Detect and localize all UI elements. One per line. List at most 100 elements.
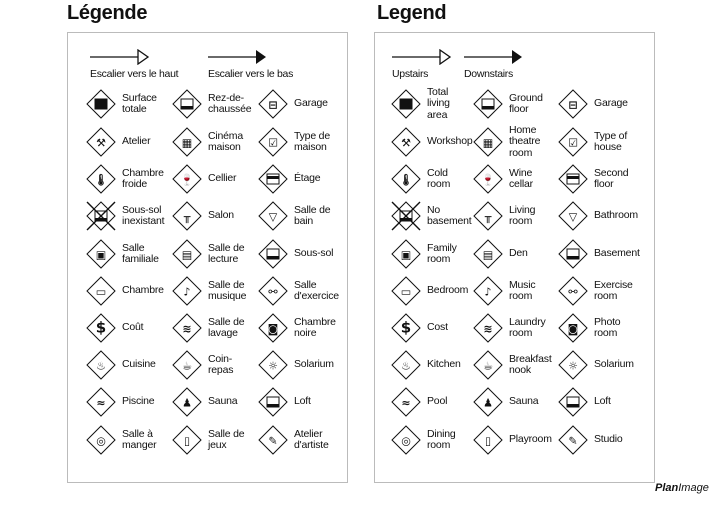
svg-text:$: $ xyxy=(401,319,411,337)
svg-text:▭: ▭ xyxy=(401,286,411,299)
thermometer-icon: 🌡 xyxy=(86,164,116,194)
svg-text:🍷: 🍷 xyxy=(481,174,495,187)
svg-text:▭: ▭ xyxy=(96,286,106,299)
legend-item-label: Cinéma maison xyxy=(208,129,243,153)
wine-icon: 🍷 xyxy=(473,164,503,194)
legend-item-label: Chambre noire xyxy=(294,315,336,339)
laundry-icon: ≋ xyxy=(473,313,503,343)
game-icon: ▯ xyxy=(473,425,503,455)
svg-text:⚒: ⚒ xyxy=(401,137,411,150)
legend-item-label: Chambre froide xyxy=(122,166,164,190)
svg-text:▣: ▣ xyxy=(96,249,106,262)
svg-text:▦: ▦ xyxy=(483,137,493,150)
svg-text:▣: ▣ xyxy=(401,249,411,262)
legend-item-label: Type of house xyxy=(594,129,628,153)
projector-icon: ▦ xyxy=(172,127,202,157)
basement-icon xyxy=(558,239,588,269)
svg-text:◎: ◎ xyxy=(401,435,411,448)
legend-item-label: Sauna xyxy=(208,395,238,408)
sun-icon: ☼ xyxy=(258,350,288,380)
checkbox-icon: ☑ xyxy=(558,127,588,157)
legend-item-label: Ground floor xyxy=(509,91,543,115)
legend-item: ▤ Den xyxy=(473,237,528,271)
camera-icon: ◙ xyxy=(258,313,288,343)
hammer-icon: ⚒ xyxy=(391,127,421,157)
svg-text:⊟: ⊟ xyxy=(568,99,577,112)
legend-item: 🌡 Chambre froide xyxy=(86,162,164,196)
legend-item: 🍷 Cellier xyxy=(172,162,237,196)
legend-item-label: Cellier xyxy=(208,172,237,185)
sauna-icon: ♟ xyxy=(172,387,202,417)
legend-item: ♪ Salle de musique xyxy=(172,274,246,308)
svg-text:🌡: 🌡 xyxy=(399,174,413,187)
legend-item: ☼ Solarium xyxy=(558,348,634,382)
legend-item: ◎ Salle à manger xyxy=(86,423,157,457)
stack-icon xyxy=(86,89,116,119)
car-icon: ⊟ xyxy=(258,89,288,119)
legend-item: ≋ Salle de lavage xyxy=(172,311,245,345)
legend-item-label: Type de maison xyxy=(294,129,330,153)
legend-item-label: Salle à manger xyxy=(122,427,157,451)
svg-text:🍷: 🍷 xyxy=(180,174,194,187)
legend-item: ⚯ Salle d'exercice xyxy=(258,274,339,308)
legend-item-label: Cuisine xyxy=(122,358,156,371)
legend-item-label: No basement xyxy=(427,203,472,227)
legend-item: ▯ Salle de jeux xyxy=(172,423,245,457)
pool-icon: ≈ xyxy=(86,387,116,417)
legend-item-label: Salon xyxy=(208,209,234,222)
plate-icon: ◎ xyxy=(86,425,116,455)
legend-item-label: Kitchen xyxy=(427,358,461,371)
legend-item-label: Piscine xyxy=(122,395,155,408)
legend-item-label: Wine cellar xyxy=(509,166,533,190)
legend-item: ▯ Playroom xyxy=(473,423,552,457)
legend-item: Total living area xyxy=(391,86,450,121)
svg-text:♪: ♪ xyxy=(484,286,491,299)
legend-item: ╥ Salon xyxy=(172,199,234,233)
svg-text:▽: ▽ xyxy=(269,211,278,224)
palette-icon: ✎ xyxy=(258,425,288,455)
legend-item-label: Atelier d'artiste xyxy=(294,427,329,451)
cup-icon: ☕ xyxy=(473,350,503,380)
palette-icon: ✎ xyxy=(558,425,588,455)
legend-item: ▭ Bedroom xyxy=(391,274,468,308)
legend-title-fr: Légende xyxy=(67,2,148,24)
planimage-logo: PlanImage xyxy=(655,482,709,494)
legend-item: ≈ Pool xyxy=(391,385,447,419)
legend-item-label: Bedroom xyxy=(427,284,469,297)
toilet-icon: ▽ xyxy=(258,201,288,231)
legend-item: ▽ Salle de bain xyxy=(258,199,331,233)
checkbox-icon: ☑ xyxy=(258,127,288,157)
legend-item: ♨ Cuisine xyxy=(86,348,156,382)
svg-text:☼: ☼ xyxy=(268,360,278,373)
legend-item-label: Breakfast nook xyxy=(509,352,552,376)
music-note-icon: ♪ xyxy=(473,276,503,306)
legend-item: ▤ Salle de lecture xyxy=(172,237,245,271)
wine-icon: 🍷 xyxy=(172,164,202,194)
svg-text:⊟: ⊟ xyxy=(268,99,277,112)
legend-panel-fr: Escalier vers le haut Escalier vers le b… xyxy=(67,32,348,483)
arrow-down-stairs-icon xyxy=(464,50,522,64)
legend-item: Loft xyxy=(258,385,311,419)
svg-text:▯: ▯ xyxy=(184,435,190,448)
legend-item: $ Cost xyxy=(391,311,448,345)
legend-item-label: Living room xyxy=(509,203,536,227)
plate-icon: ◎ xyxy=(391,425,421,455)
bed-icon: ▭ xyxy=(86,276,116,306)
legend-item-label: Salle de jeux xyxy=(208,427,245,451)
svg-text:◙: ◙ xyxy=(268,323,279,336)
svg-text:☑: ☑ xyxy=(568,137,578,150)
dumbbell-icon: ⚯ xyxy=(558,276,588,306)
legend-item-label: Solarium xyxy=(294,358,334,371)
legend-item-label: Photo room xyxy=(594,315,621,339)
legend-item: ⊟ Garage xyxy=(258,87,328,121)
legend-title-en: Legend xyxy=(377,2,447,24)
ground-floor-icon xyxy=(473,89,503,119)
legend-item: ▣ Salle familiale xyxy=(86,237,159,271)
legend-item: ⊟ Garage xyxy=(558,87,628,121)
legend-item: Étage xyxy=(258,162,321,196)
loft-icon xyxy=(258,387,288,417)
legend-item: ☕ Coin- repas xyxy=(172,348,233,382)
svg-text:≋: ≋ xyxy=(182,323,191,336)
legend-item: Ground floor xyxy=(473,87,543,121)
svg-text:☑: ☑ xyxy=(268,137,278,150)
